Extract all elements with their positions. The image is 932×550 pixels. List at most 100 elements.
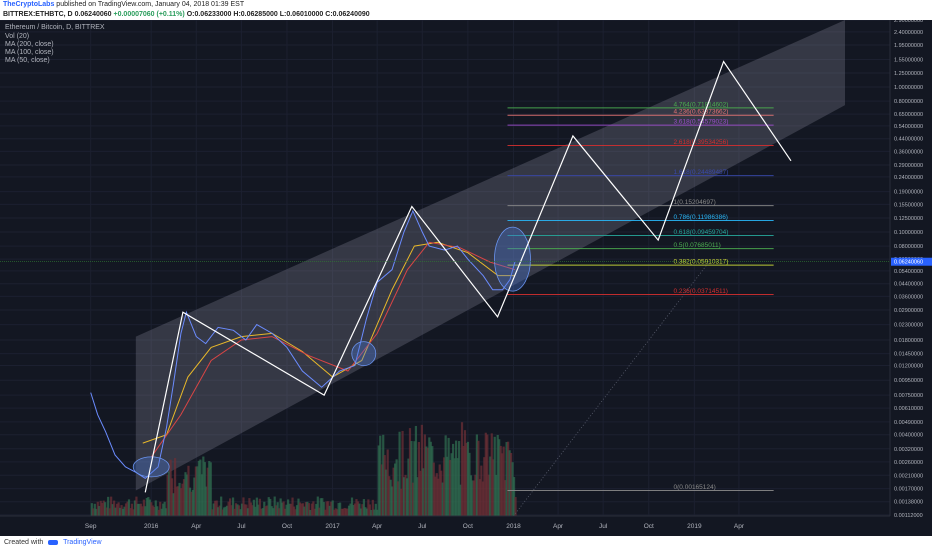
volume-bar <box>383 455 386 516</box>
volume-bar <box>370 509 373 516</box>
volume-bar <box>350 497 354 516</box>
volume-bar <box>379 435 382 516</box>
x-tick-label: Apr <box>191 523 202 530</box>
y-tick-label: 0.04400000 <box>894 282 923 288</box>
volume-bar <box>309 509 312 516</box>
volume-bar <box>437 478 440 516</box>
x-tick-label: Oct <box>644 523 654 530</box>
volume-bar <box>459 484 462 516</box>
volume-bar <box>157 509 160 516</box>
tradingview-link[interactable]: TradingView <box>63 539 102 546</box>
volume-bar <box>365 508 368 516</box>
volume-bar <box>239 509 242 516</box>
x-tick-label: Sep <box>85 523 97 530</box>
volume-bar <box>502 446 505 516</box>
volume-bar <box>319 498 322 516</box>
volume-bar <box>105 507 108 516</box>
x-tick-label: 2018 <box>506 523 521 530</box>
volume-bar <box>236 504 239 516</box>
volume-bar <box>371 499 374 516</box>
volume-bar <box>394 463 397 516</box>
indicator-ma50[interactable]: MA (50, close) <box>5 57 50 64</box>
volume-bar <box>465 443 468 516</box>
volume-bar <box>200 474 203 516</box>
volume-bar <box>269 498 272 516</box>
volume-bar <box>423 434 426 516</box>
indicator-ma100[interactable]: MA (100, close) <box>5 49 54 56</box>
volume-bar <box>385 469 388 516</box>
volume-bar <box>126 501 129 516</box>
volume-bar <box>395 459 398 516</box>
y-tick-label: 0.54000000 <box>894 124 923 130</box>
volume-bar <box>422 468 425 516</box>
y-tick-label: 0.12500000 <box>894 216 923 222</box>
volume-bar <box>228 498 232 516</box>
fib-level-label: 4.764(0.71814602) <box>674 101 729 108</box>
volume-bar <box>254 506 257 516</box>
author-link[interactable]: TheCryptoLabs <box>3 1 55 8</box>
volume-bar <box>349 503 352 516</box>
volume-bar <box>205 486 208 516</box>
volume-bar <box>108 508 111 516</box>
y-tick-label: 0.02900000 <box>894 308 923 314</box>
volume-bar <box>416 477 419 516</box>
volume-bar <box>447 437 450 516</box>
y-axis-pane <box>890 20 932 536</box>
volume-bar <box>243 504 247 516</box>
volume-bar <box>343 507 346 516</box>
volume-bar <box>438 464 441 516</box>
volume-bar <box>153 506 156 516</box>
volume-bar <box>377 445 380 516</box>
volume-bar <box>141 506 144 516</box>
volume-bar <box>315 503 318 516</box>
volume-bar <box>490 433 493 516</box>
volume-bar <box>258 498 261 516</box>
volume-bar <box>420 424 423 516</box>
volume-bar <box>462 445 465 516</box>
volume-bar <box>281 502 284 516</box>
volume-bar <box>508 450 511 516</box>
volume-bar <box>454 440 458 516</box>
volume-bar <box>175 486 178 516</box>
volume-bar <box>237 505 241 516</box>
volume-bar <box>346 508 349 516</box>
volume-bar <box>142 499 145 516</box>
volume-bar <box>212 503 215 516</box>
volume-bar <box>501 453 504 516</box>
volume-bar <box>220 496 223 516</box>
volume-bar <box>337 503 340 516</box>
volume-bar <box>214 500 217 516</box>
y-tick-label: 0.00950000 <box>894 378 923 384</box>
volume-bar <box>286 499 290 516</box>
volume-bar <box>483 457 486 516</box>
price-chart[interactable]: 4.764(0.71814602)4.236(0.63873662)3.618(… <box>0 20 932 536</box>
indicator-ma200[interactable]: MA (200, close) <box>5 41 54 48</box>
volume-bar <box>221 509 224 516</box>
volume-bar <box>251 505 254 516</box>
indicator-vol[interactable]: Vol (20) <box>5 33 30 40</box>
volume-bar <box>173 458 177 516</box>
volume-bar <box>136 503 140 516</box>
volume-bar <box>334 508 337 516</box>
volume-bar <box>358 503 361 516</box>
fib-level-label: 1.618(0.24489487) <box>674 169 729 176</box>
x-tick-label: 2016 <box>144 523 159 530</box>
fib-level-label: 0.382(0.05910317) <box>674 259 729 266</box>
volume-bar <box>147 497 150 516</box>
volume-bar <box>276 502 279 516</box>
volume-bar <box>411 482 415 516</box>
volume-bar <box>310 503 313 516</box>
volume-bar <box>505 442 508 516</box>
volume-bar <box>353 503 357 516</box>
volume-bar <box>324 509 327 516</box>
volume-bar <box>404 474 407 516</box>
volume-bar <box>414 425 418 516</box>
volume-bar <box>163 501 166 516</box>
volume-bar <box>446 456 449 516</box>
volume-bar <box>359 508 363 516</box>
y-tick-label: 0.02300000 <box>894 323 923 329</box>
volume-bar <box>129 508 132 516</box>
volume-bar <box>223 507 226 516</box>
volume-bar <box>273 496 276 516</box>
volume-bar <box>101 503 104 516</box>
